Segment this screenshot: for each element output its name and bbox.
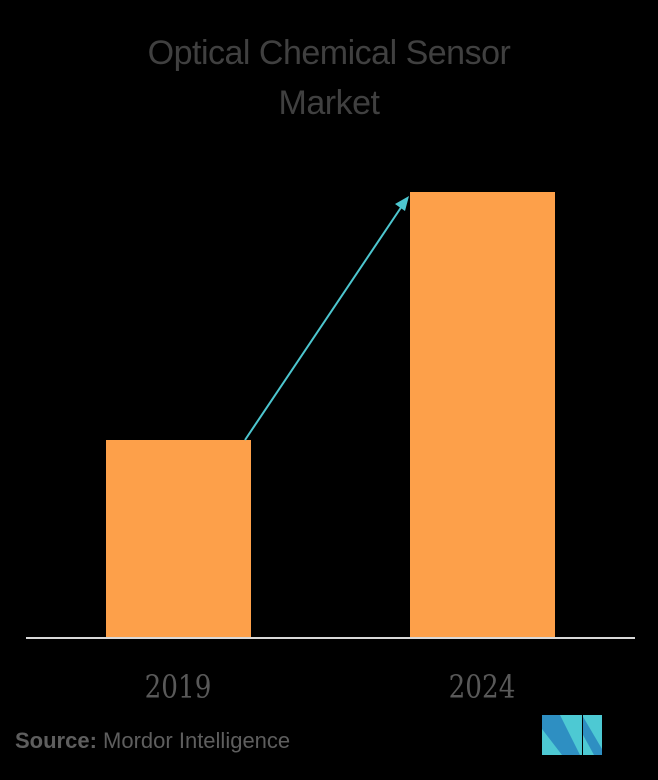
bar-2024 [410,192,555,638]
chart-title-line-2: Market [278,84,380,122]
x-axis-line [26,637,635,639]
x-tick-label-2024: 2024 [448,668,516,706]
x-tick-label-2019: 2019 [144,668,212,706]
source-value: Mordor Intelligence [103,728,291,753]
mordor-intelligence-logo-icon [542,715,602,755]
bar-2019 [106,440,251,638]
source-label: Source: [15,728,97,753]
chart-title-line-1: Optical Chemical Sensor [147,34,511,72]
source-attribution: Source: Mordor Intelligence [15,728,290,754]
chart-title: Optical Chemical Sensor Market [0,28,658,128]
